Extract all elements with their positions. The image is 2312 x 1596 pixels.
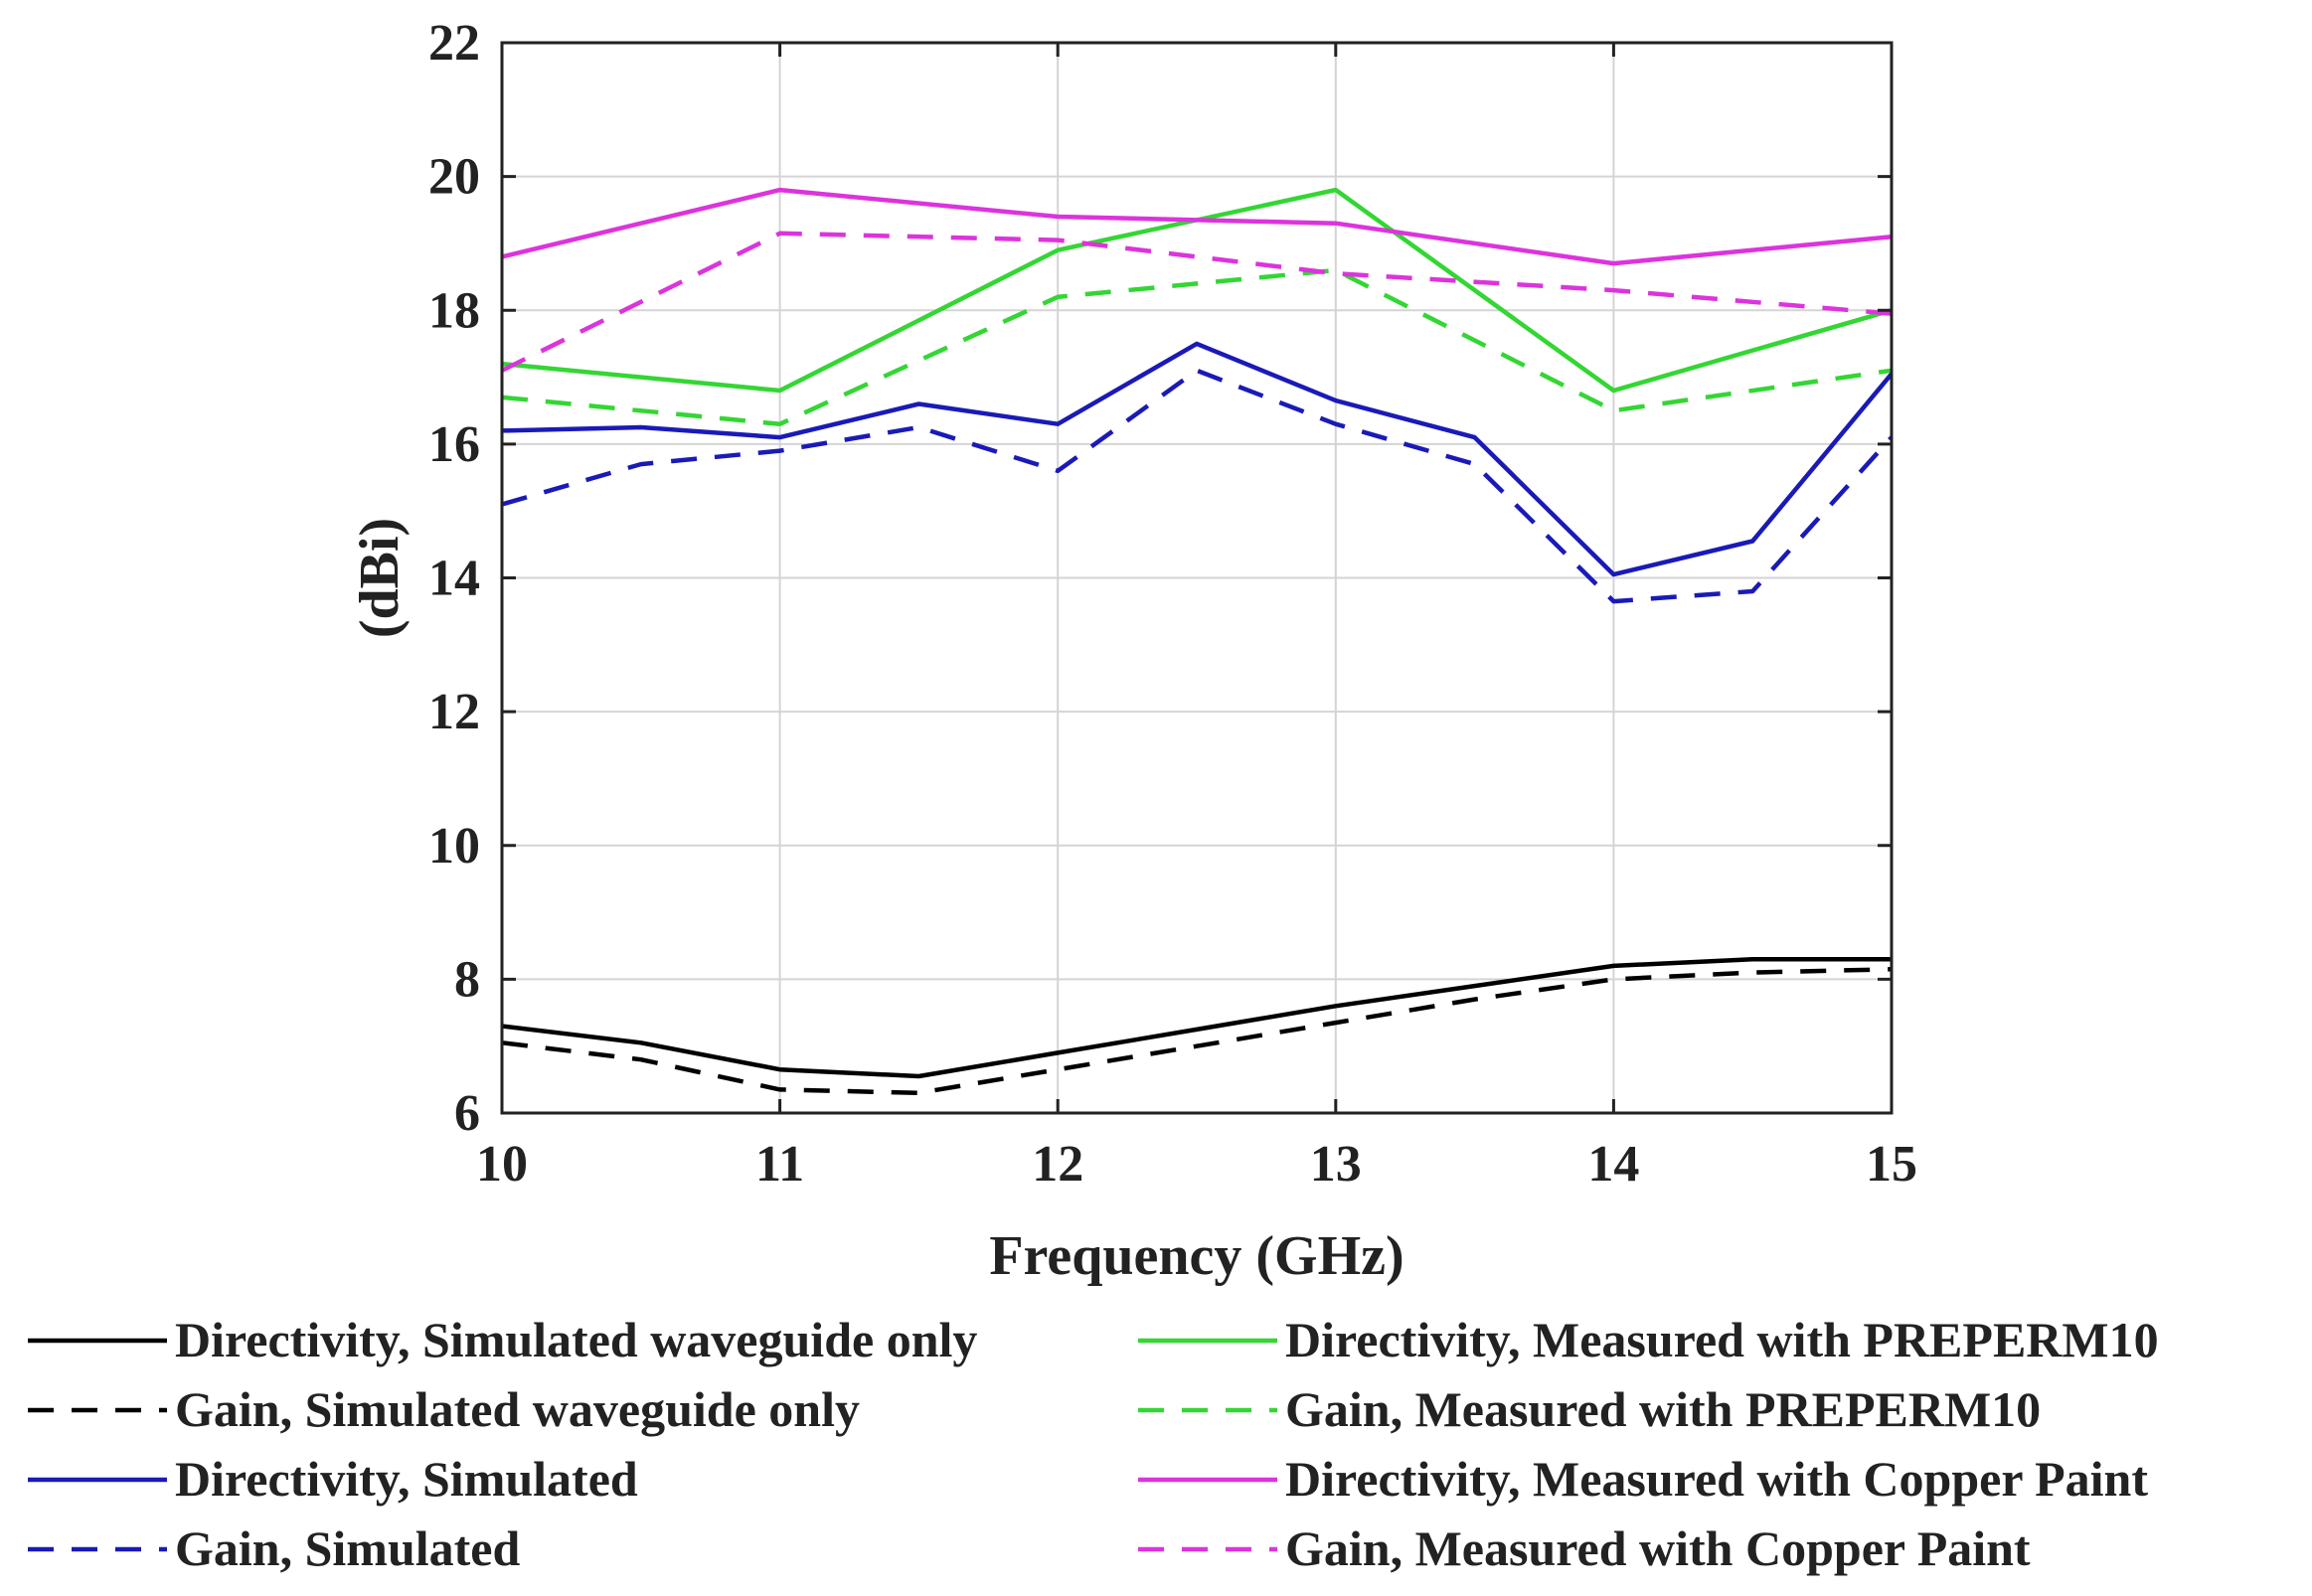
y-tick-label: 20 (428, 149, 480, 206)
y-tick-label: 6 (454, 1085, 480, 1142)
x-tick-label: 14 (1587, 1136, 1639, 1193)
legend-label: Directivity, Simulated (175, 1451, 638, 1507)
y-tick-label: 12 (428, 684, 480, 740)
grid (501, 42, 1893, 1114)
legend-label: Gain, Simulated waveguide only (175, 1381, 860, 1437)
y-tick-label: 14 (428, 551, 480, 607)
legend-label: Directivity, Simulated waveguide only (175, 1312, 977, 1367)
legend-item-directivity-measured-with-preperm10: Directivity, Measured with PREPERM10 (1138, 1312, 2159, 1367)
series-line-gain-simulated (501, 368, 1894, 604)
y-tick-label: 18 (428, 282, 480, 339)
series-line-gain-simulated-waveguide-only (501, 967, 1893, 1096)
legend-label: Directivity, Measured with PREPERM10 (1285, 1312, 2159, 1367)
legend-item-directivity-simulated-waveguide-only: Directivity, Simulated waveguide only (28, 1312, 977, 1367)
x-axis-label: Frequency (GHz) (989, 1225, 1404, 1287)
plot-lines (501, 187, 1894, 1096)
legend-label: Gain, Simulated (175, 1520, 520, 1576)
legend-item-gain-simulated-waveguide-only: Gain, Simulated waveguide only (28, 1381, 860, 1437)
legend: Directivity, Simulated waveguide only Gai… (28, 1312, 2159, 1576)
y-tick-label: 22 (428, 15, 480, 72)
axis-ticks: 10 11 12 13 14 15 6 8 10 12 14 16 18 20 22 (428, 15, 1917, 1193)
legend-item-gain-measured-with-preperm10: Gain, Measured with PREPERM10 (1138, 1381, 2041, 1437)
x-tick-label: 10 (476, 1136, 528, 1193)
y-tick-label: 10 (428, 818, 480, 875)
x-tick-label: 13 (1310, 1136, 1362, 1193)
series-line-directivity-measured-with-copper-paint (501, 187, 1893, 266)
legend-label: Gain, Measured with Copper Paint (1285, 1520, 2031, 1576)
series-line-gain-measured-with-copper-paint (501, 231, 1893, 373)
y-axis-label: (dBi) (349, 518, 411, 638)
x-tick-label: 15 (1866, 1136, 1917, 1193)
legend-item-gain-measured-with-copper-paint: Gain, Measured with Copper Paint (1138, 1520, 2031, 1576)
series-line-gain-measured-with-preperm10 (501, 267, 1893, 426)
legend-item-directivity-measured-with-copper-paint: Directivity, Measured with Copper Paint (1138, 1451, 2148, 1507)
legend-item-gain-simulated: Gain, Simulated (28, 1520, 520, 1576)
legend-item-directivity-simulated: Directivity, Simulated (28, 1451, 638, 1507)
legend-label: Gain, Measured with PREPERM10 (1285, 1381, 2041, 1437)
x-tick-label: 12 (1032, 1136, 1083, 1193)
legend-label: Directivity, Measured with Copper Paint (1285, 1451, 2148, 1507)
x-tick-label: 11 (755, 1136, 804, 1193)
y-tick-label: 8 (454, 951, 480, 1008)
y-tick-label: 16 (428, 416, 480, 473)
series-line-directivity-simulated-waveguide-only (501, 956, 1892, 1079)
series-line-directivity-simulated (501, 341, 1894, 577)
